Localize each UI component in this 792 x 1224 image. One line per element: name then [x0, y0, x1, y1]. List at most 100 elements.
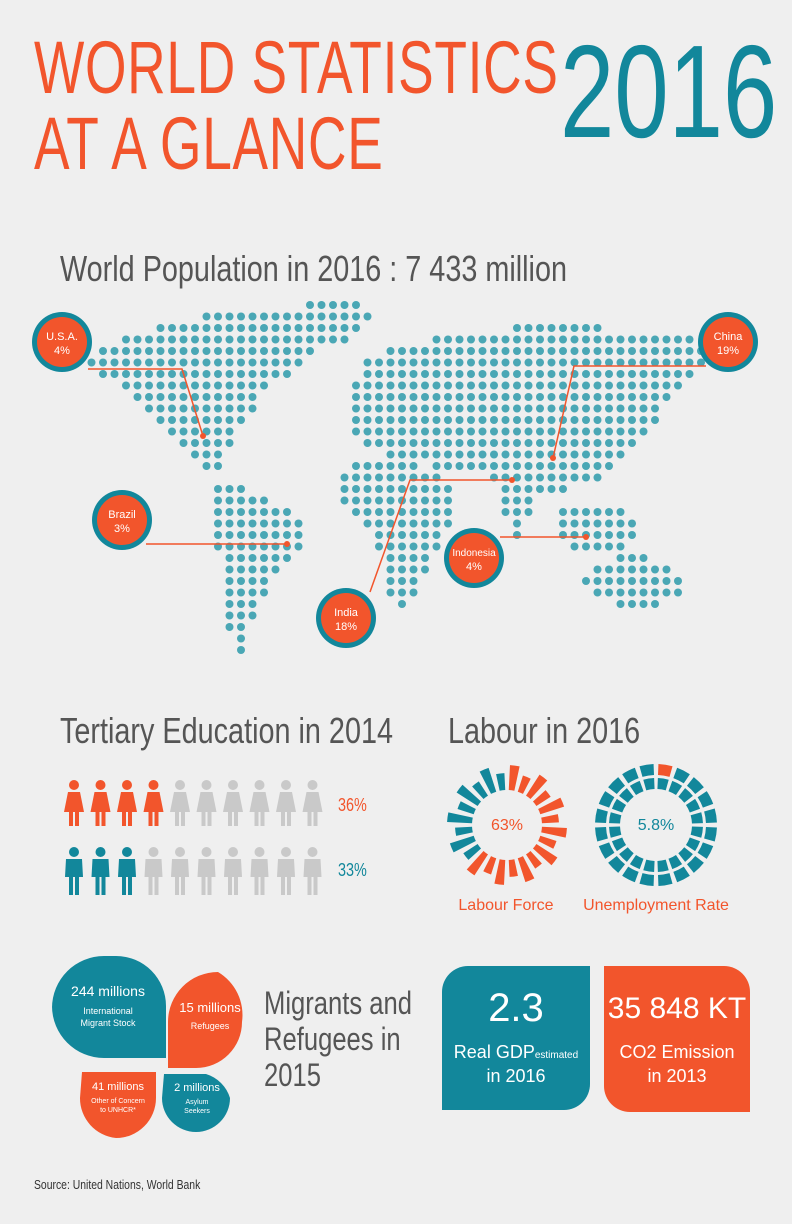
- map-dot: [455, 427, 464, 436]
- map-dot: [283, 312, 291, 321]
- map-dot: [225, 531, 234, 539]
- map-dot: [478, 358, 487, 367]
- labour-force-segment: [494, 859, 506, 885]
- map-dot: [432, 416, 441, 424]
- map-dot: [616, 531, 625, 539]
- map-dot: [110, 358, 119, 367]
- labour-force-segment: [456, 784, 482, 807]
- map-dot: [559, 439, 567, 447]
- map-dot: [340, 473, 349, 482]
- map-dot: [444, 462, 452, 470]
- map-dot: [501, 485, 510, 493]
- map-dot: [513, 450, 521, 459]
- map-dot: [179, 347, 188, 355]
- map-dot: [570, 450, 579, 459]
- map-dot: [179, 416, 188, 424]
- map-dot: [605, 519, 613, 528]
- map-dot: [651, 588, 659, 597]
- map-dot: [271, 508, 280, 516]
- map-dot: [513, 485, 521, 493]
- map-dot: [524, 508, 533, 516]
- map-dot: [191, 324, 199, 332]
- map-dot: [444, 496, 452, 505]
- labour-force-segment: [532, 790, 551, 807]
- map-dot: [513, 370, 521, 378]
- map-dot: [605, 358, 613, 367]
- map-dot: [513, 358, 521, 367]
- map-dot: [674, 347, 682, 355]
- map-dot: [156, 404, 165, 413]
- map-dot: [225, 404, 234, 413]
- map-dot: [225, 565, 234, 574]
- map-dot: [593, 577, 602, 585]
- map-dot: [536, 427, 544, 436]
- map-dot: [501, 347, 510, 355]
- map-dot: [490, 450, 498, 459]
- map-dot: [306, 312, 314, 321]
- map-dot: [191, 450, 199, 459]
- map-dot: [214, 427, 222, 436]
- unemployment-outer-segment: [595, 808, 608, 824]
- map-dot: [352, 324, 360, 332]
- population-heading: World Population in 2016 : 7 433 million: [60, 248, 567, 289]
- map-dot: [559, 519, 567, 528]
- map-dot: [570, 358, 579, 367]
- map-dot: [570, 393, 579, 401]
- usa-connector: [88, 368, 204, 437]
- migrants-heading-line3: 2015: [264, 1057, 321, 1093]
- map-dot: [605, 588, 613, 597]
- map-dot: [685, 335, 694, 344]
- map-dot: [168, 381, 176, 390]
- map-dot: [248, 404, 257, 413]
- map-dot: [386, 588, 395, 597]
- other-concern-label2: to UNHCR*: [100, 1107, 136, 1114]
- map-dot: [651, 600, 659, 608]
- map-dot: [421, 439, 429, 447]
- map-dot: [490, 427, 498, 436]
- marker-india-pct: 18%: [335, 621, 357, 633]
- map-dot: [593, 450, 602, 459]
- map-dot: [202, 324, 211, 332]
- map-dot: [363, 519, 372, 528]
- map-dot: [547, 358, 556, 367]
- map-dot: [283, 531, 291, 539]
- map-dot: [593, 427, 602, 436]
- map-dot: [375, 485, 383, 493]
- asylum-value: 2 millions: [174, 1082, 220, 1094]
- map-dot: [455, 450, 464, 459]
- map-dot: [536, 450, 544, 459]
- map-dot: [628, 347, 636, 355]
- unemployment-outer-segment: [704, 826, 717, 842]
- map-dot: [478, 416, 487, 424]
- unemployment-inner-segment: [668, 780, 683, 796]
- map-dot: [593, 324, 602, 332]
- map-dot: [536, 485, 544, 493]
- map-dot: [616, 600, 625, 608]
- map-dot: [444, 427, 452, 436]
- unemployment-outer-segment: [622, 767, 639, 784]
- map-dot: [248, 335, 257, 344]
- map-dot: [294, 358, 303, 367]
- map-dot: [639, 347, 648, 355]
- map-dot: [260, 519, 268, 528]
- map-dot: [260, 588, 268, 597]
- map-dot: [536, 404, 544, 413]
- map-dot: [202, 404, 211, 413]
- gdp-value: 2.3: [488, 986, 544, 1030]
- map-dot: [237, 381, 245, 390]
- map-connector-ends: [200, 433, 589, 547]
- map-dot: [225, 588, 234, 597]
- labour-force-segment: [496, 773, 506, 791]
- map-dot: [156, 335, 165, 344]
- unemployment-outer-segment: [608, 777, 626, 795]
- map-dot: [237, 600, 245, 608]
- asylum-label2: Seekers: [184, 1108, 210, 1115]
- migrants-heading-line1: Migrants and: [264, 985, 412, 1021]
- refugees-value: 15 millions: [179, 1000, 241, 1015]
- map-dot: [524, 473, 533, 482]
- map-dot: [179, 324, 188, 332]
- gdp-card: 2.3 Real GDPestimated in 2016: [442, 966, 590, 1110]
- map-dot: [237, 577, 245, 585]
- map-dot: [582, 393, 590, 401]
- map-dot: [628, 427, 636, 436]
